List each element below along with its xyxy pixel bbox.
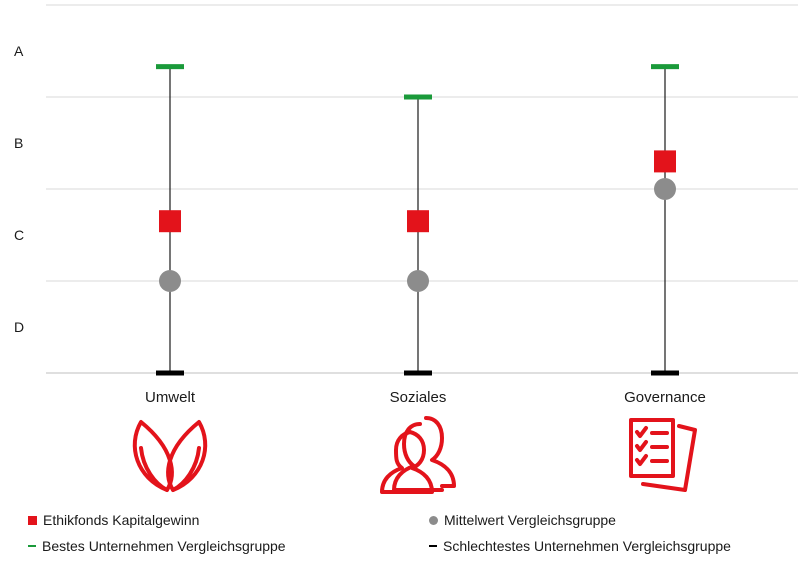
legend-label: Ethikfonds Kapitalgewinn	[43, 512, 200, 528]
x-tick-label: Umwelt	[145, 389, 196, 406]
best-marker	[651, 64, 679, 70]
worst-marker	[156, 370, 184, 376]
legend-label: Mittelwert Vergleichsgruppe	[444, 512, 616, 528]
fund-marker	[159, 210, 181, 233]
legend-swatch-dash	[429, 545, 437, 547]
fund-marker	[407, 210, 429, 233]
mean-marker	[159, 270, 181, 292]
worst-marker	[404, 370, 432, 376]
people-icon	[380, 416, 456, 494]
legend-label: Bestes Unternehmen Vergleichsgruppe	[42, 538, 286, 554]
y-tick-label: D	[14, 319, 24, 335]
y-tick-label: C	[14, 227, 24, 243]
legend-swatch-circle	[429, 515, 438, 525]
legend-label: Schlechtestes Unternehmen Vergleichsgrup…	[443, 538, 731, 554]
worst-marker	[651, 370, 679, 376]
legend-item-ethikfonds: Ethikfonds Kapitalgewinn	[28, 512, 199, 528]
checklist-document-icon	[629, 418, 697, 492]
best-marker	[404, 94, 432, 100]
y-tick-label: B	[14, 135, 23, 151]
mean-marker	[407, 270, 429, 292]
x-tick-label: Soziales	[390, 389, 447, 406]
legend-item-mittelwert: Mittelwert Vergleichsgruppe	[429, 512, 616, 528]
fund-marker	[654, 150, 676, 173]
legend-item-bestes: Bestes Unternehmen Vergleichsgruppe	[28, 538, 286, 554]
legend-swatch-square	[28, 515, 37, 525]
leaf-icon	[132, 420, 208, 492]
y-tick-label: A	[14, 43, 24, 59]
legend-swatch-dash	[28, 545, 36, 547]
legend-item-schlechtestes: Schlechtestes Unternehmen Vergleichsgrup…	[429, 538, 731, 554]
x-tick-label: Governance	[624, 389, 706, 406]
mean-marker	[654, 178, 676, 200]
best-marker	[156, 64, 184, 70]
